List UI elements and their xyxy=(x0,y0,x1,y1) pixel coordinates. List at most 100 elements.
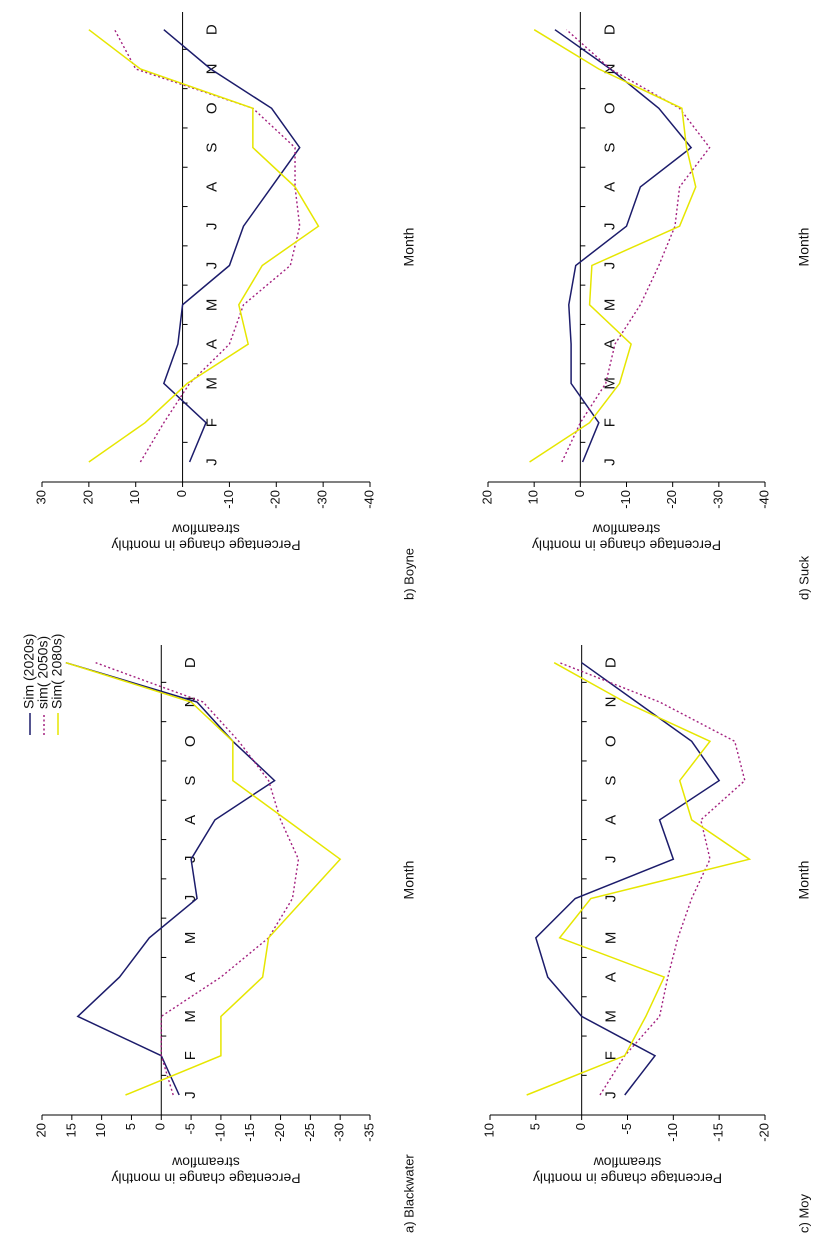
series-line xyxy=(529,29,697,463)
x-tick-label: D xyxy=(182,657,199,668)
y-tick-label: -30 xyxy=(710,490,725,509)
legend-label: Sim (2020s) xyxy=(21,634,37,709)
x-tick-label: M xyxy=(603,1010,620,1023)
x-tick-label: A xyxy=(601,339,618,349)
x-tick-label: S xyxy=(601,143,618,153)
y-tick-label: -20 xyxy=(664,490,679,509)
y-axis-title: Percentage change in monthly xyxy=(111,537,300,553)
x-tick-label: M xyxy=(601,377,618,390)
series-line xyxy=(534,662,721,1096)
y-tick-label: 30 xyxy=(33,490,48,504)
x-tick-label: F xyxy=(204,418,221,427)
x-tick-label: A xyxy=(603,972,620,982)
x-tick-label: J xyxy=(182,895,199,903)
x-tick-label: D xyxy=(603,657,620,668)
x-tick-label: J xyxy=(204,222,221,230)
y-axis-title: streamflow xyxy=(593,1154,662,1170)
x-axis-title: Month xyxy=(401,861,417,900)
panel: 10 5 0 -5 -10 -15 -20 J F M A M J J A S O N D Percentage ch… xyxy=(481,645,812,1234)
y-axis-title: streamflow xyxy=(592,521,661,537)
x-tick-label: A xyxy=(204,339,221,349)
x-tick-label: J xyxy=(603,855,620,863)
x-tick-label: O xyxy=(204,102,221,114)
x-tick-label: A xyxy=(601,182,618,192)
x-tick-label: A xyxy=(182,815,199,825)
y-tick-label: 10 xyxy=(127,490,142,504)
series-line xyxy=(114,29,301,463)
x-tick-label: M xyxy=(204,299,221,312)
y-tick-label: -20 xyxy=(756,1123,771,1142)
x-tick-label: J xyxy=(601,222,618,230)
x-tick-label: A xyxy=(204,182,221,192)
x-tick-label: D xyxy=(601,24,618,35)
x-tick-label: M xyxy=(204,377,221,390)
x-tick-label: F xyxy=(182,1051,199,1060)
y-tick-label: -30 xyxy=(332,1123,347,1142)
y-tick-label: 15 xyxy=(63,1123,78,1137)
y-tick-label: -10 xyxy=(221,490,236,509)
y-tick-label: -10 xyxy=(665,1123,680,1142)
x-tick-label: M xyxy=(182,932,199,945)
x-tick-label: J xyxy=(603,895,620,903)
y-tick-label: -40 xyxy=(361,490,376,509)
x-tick-label: S xyxy=(603,776,620,786)
series-line xyxy=(65,661,276,1096)
series-line xyxy=(559,662,746,1096)
y-tick-label: 0 xyxy=(153,1123,168,1130)
y-tick-label: -10 xyxy=(212,1123,227,1142)
series-line xyxy=(88,29,320,463)
x-tick-label: J xyxy=(204,458,221,466)
x-axis-title: Month xyxy=(401,228,417,267)
series-line xyxy=(95,662,300,1096)
y-tick-label: 10 xyxy=(93,1123,108,1137)
y-tick-label: -5 xyxy=(619,1123,634,1135)
series-line xyxy=(526,662,752,1096)
x-tick-label: F xyxy=(603,1051,620,1060)
x-tick-label: F xyxy=(601,418,618,427)
panel-label: b) Boyne xyxy=(401,548,416,600)
y-tick-label: 10 xyxy=(526,490,541,504)
y-tick-label: -20 xyxy=(272,1123,287,1142)
y-tick-label: 5 xyxy=(123,1123,138,1130)
x-tick-label: M xyxy=(182,1010,199,1023)
y-tick-label: -25 xyxy=(302,1123,317,1142)
y-tick-label: 0 xyxy=(573,1123,588,1130)
panel: 30 20 10 0 -10 -20 -30 -40JFMAMJJASONDPercentag… xyxy=(33,12,417,600)
series-line xyxy=(65,661,342,1096)
y-axis-title: Percentage change in monthly xyxy=(532,537,721,553)
y-tick-label: 0 xyxy=(572,490,587,497)
panel-label: a) Blackwater xyxy=(401,1154,416,1233)
y-tick-label: -15 xyxy=(242,1123,257,1142)
x-tick-label: O xyxy=(603,735,620,747)
legend-label: sim( 2050s) xyxy=(35,636,51,709)
x-tick-label: O xyxy=(601,102,618,114)
panel-label: d) Suck xyxy=(796,555,811,600)
y-tick-label: 10 xyxy=(481,1123,496,1137)
y-tick-label: -35 xyxy=(361,1123,376,1142)
y-tick-label: -10 xyxy=(618,490,633,509)
x-tick-label: M xyxy=(603,932,620,945)
panel-label: c) Moy xyxy=(796,1194,811,1234)
x-tick-label: O xyxy=(182,735,199,747)
series-line xyxy=(162,29,301,463)
panel: 20 10 0 -10 -20 -30 -40JFMAMJJASONDPercentage … xyxy=(479,12,812,600)
x-axis-title: Month xyxy=(796,861,812,900)
x-tick-label: N xyxy=(603,697,620,708)
x-tick-label: S xyxy=(204,143,221,153)
y-tick-label: -40 xyxy=(756,490,771,509)
series-line xyxy=(554,29,693,463)
x-tick-label: M xyxy=(601,299,618,312)
x-tick-label: S xyxy=(182,776,199,786)
panel: 20 15 10 5 0 -5 -10 -15 -20 -25 -30 -35JFMAMJJASOND… xyxy=(21,634,417,1233)
y-tick-label: -5 xyxy=(183,1123,198,1135)
y-tick-label: 5 xyxy=(527,1123,542,1130)
y-tick-label: 20 xyxy=(33,1123,48,1137)
x-tick-label: J xyxy=(204,262,221,270)
x-tick-label: D xyxy=(204,24,221,35)
y-tick-label: 20 xyxy=(479,490,494,504)
x-tick-label: A xyxy=(603,815,620,825)
x-tick-label: J xyxy=(182,1091,199,1099)
legend-label: Sim( 2080s) xyxy=(49,634,65,709)
y-tick-label: 0 xyxy=(174,490,189,497)
